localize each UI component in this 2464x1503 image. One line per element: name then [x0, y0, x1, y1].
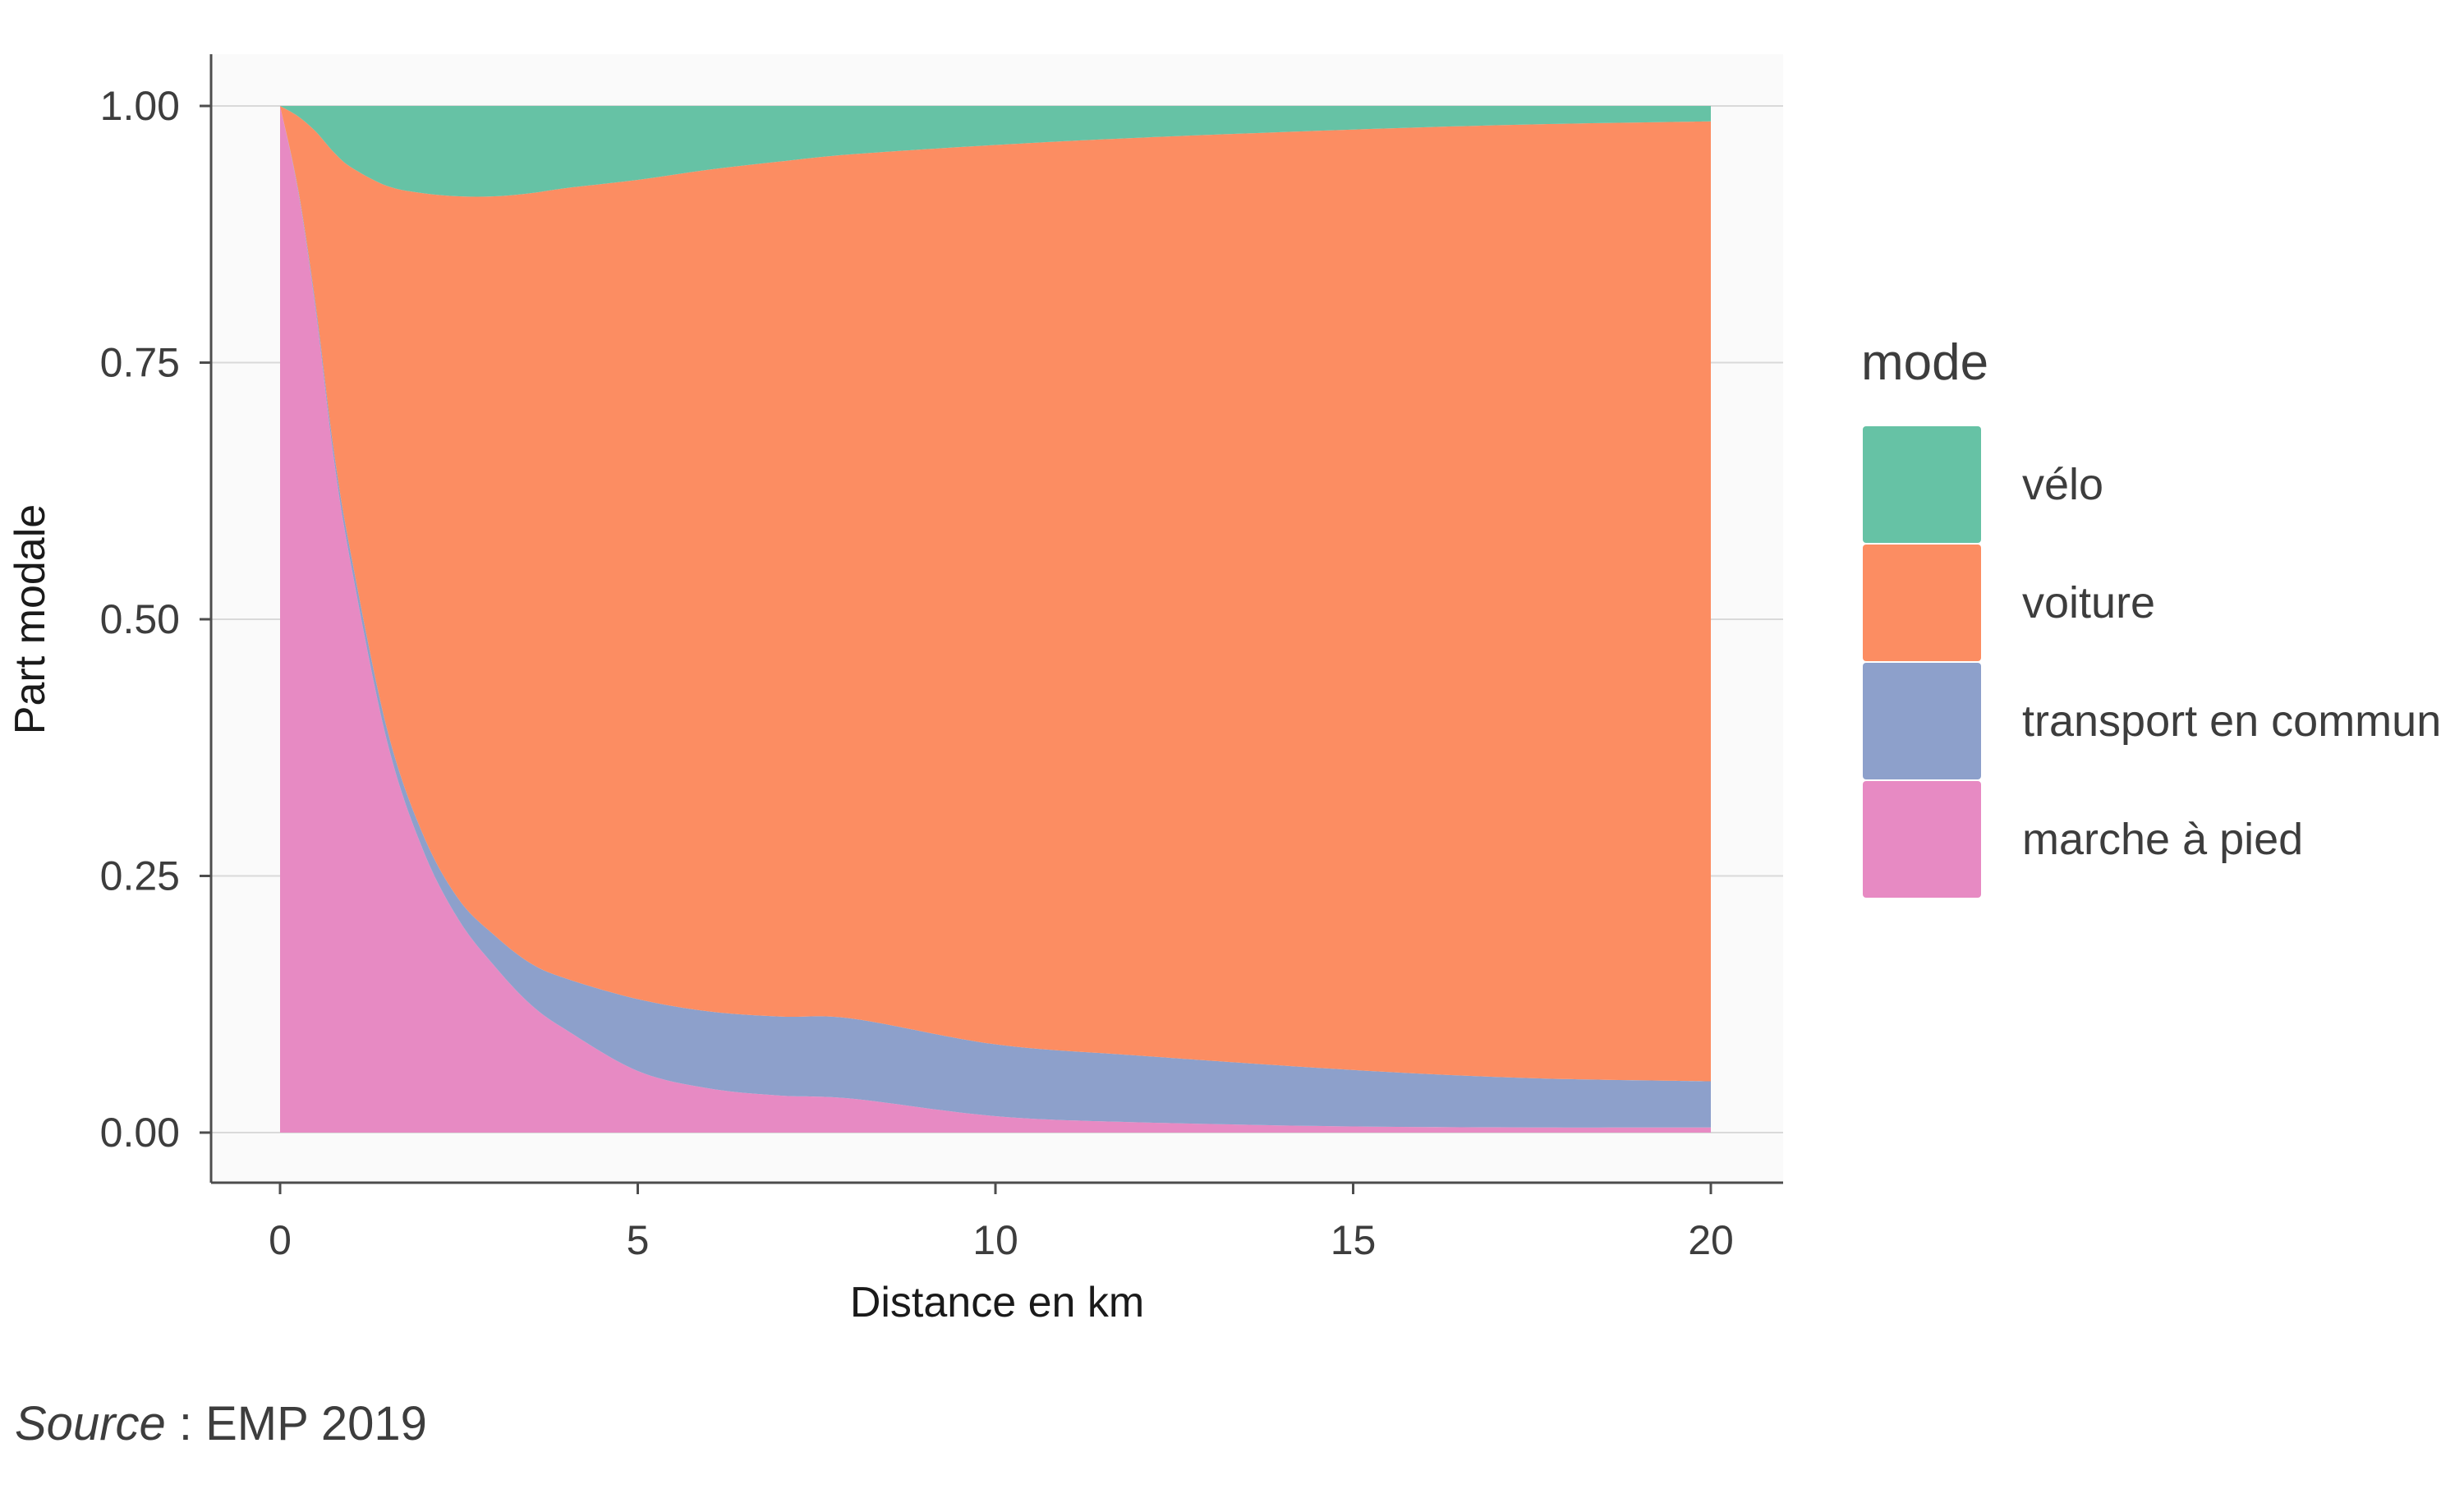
y-tick-label: 0.50	[100, 596, 180, 642]
legend-key	[1863, 663, 1981, 779]
area-velo	[280, 106, 1711, 197]
area-voiture	[280, 106, 1711, 1082]
x-tick-label: 15	[1331, 1217, 1377, 1263]
legend-key	[1863, 426, 1981, 543]
area-marche-a-pied	[280, 106, 1711, 1133]
area-series	[280, 106, 1711, 1133]
legend: mode vélo voiture transport en commun marche…	[1861, 334, 2441, 898]
y-tick-label: 0.00	[100, 1110, 180, 1156]
legend-label: voiture	[2022, 578, 2155, 627]
legend-key	[1863, 545, 1981, 661]
axes: 0.00 0.25 0.50 0.75 1.00 0 5 10 15 20 Distance en …	[7, 54, 1783, 1326]
legend-key	[1863, 781, 1981, 898]
source-text: : EMP 2019	[165, 1397, 427, 1450]
x-tick-label: 10	[972, 1217, 1018, 1263]
x-axis-title: Distance en km	[850, 1279, 1144, 1326]
y-tick-label: 0.25	[100, 853, 180, 899]
y-tick-label: 0.75	[100, 340, 180, 386]
source-label: Source	[15, 1397, 166, 1450]
x-tick-label: 20	[1688, 1217, 1734, 1263]
legend-label: vélo	[2022, 460, 2103, 509]
x-tick-label: 0	[269, 1217, 292, 1263]
legend-title: mode	[1861, 334, 1988, 391]
source-caption: Source : EMP 2019	[15, 1396, 427, 1451]
x-tick-label: 5	[627, 1217, 650, 1263]
legend-label: transport en commun	[2022, 696, 2441, 746]
y-tick-label: 1.00	[100, 83, 180, 129]
y-axis-title: Part modale	[7, 504, 54, 734]
legend-label: marche à pied	[2022, 815, 2303, 864]
